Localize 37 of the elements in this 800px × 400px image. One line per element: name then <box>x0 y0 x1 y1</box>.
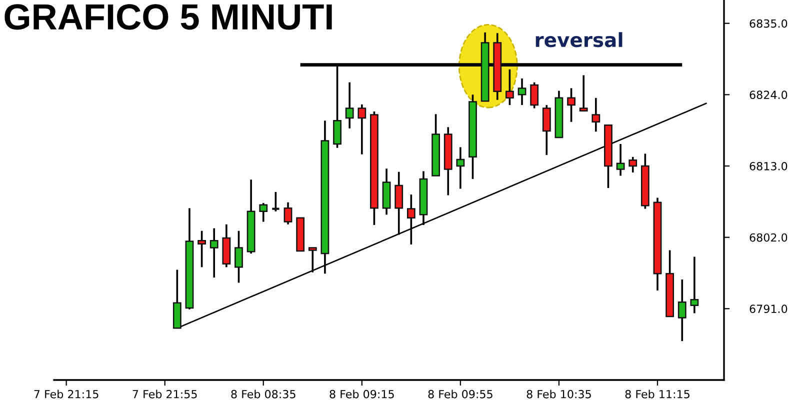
candlestick <box>210 227 218 278</box>
series-label: reversal <box>536 32 622 48</box>
candlestick <box>678 278 686 342</box>
candlestick <box>271 191 280 212</box>
candlestick <box>198 230 206 268</box>
x-tick-label: 8 Feb 08:35 <box>231 390 296 398</box>
candlestick <box>308 246 317 274</box>
candlestick <box>567 87 576 123</box>
candlestick <box>456 146 465 190</box>
x-tick-label: 8 Feb 09:15 <box>330 390 394 398</box>
x-tick-label: 7 Feb 21:15 <box>34 390 98 398</box>
x-tick-label: 8 Feb 11:15 <box>625 390 690 398</box>
candlestick <box>690 256 699 314</box>
candlestick <box>542 104 551 156</box>
y-tick-label: 6802.0 <box>750 233 788 242</box>
candlestick <box>592 97 600 133</box>
candlestick <box>530 81 539 110</box>
y-tick-label: 6791.0 <box>750 304 788 314</box>
x-tick-label: 7 Feb 21:55 <box>132 390 197 398</box>
candlestick <box>518 78 526 106</box>
y-tick-label: 6813.0 <box>750 162 788 170</box>
x-tick-label: 8 Feb 10:35 <box>526 390 591 398</box>
candlestick <box>259 202 268 223</box>
y-tick-label: 6835.0 <box>750 19 788 28</box>
candlestick <box>234 230 243 284</box>
candlestick <box>616 143 625 177</box>
candlestick <box>345 81 354 130</box>
x-tick-label: 8 Feb 09:55 <box>428 390 492 398</box>
candlestick <box>284 201 292 226</box>
candlestick <box>406 194 416 246</box>
candlestick <box>579 74 588 112</box>
chart-title: GRAFICO 5 MINUTI <box>4 4 332 30</box>
y-tick-label: 6824.0 <box>750 90 788 100</box>
candlestick <box>358 104 366 156</box>
candlestick <box>506 68 514 106</box>
candlestick <box>394 170 404 236</box>
candlestick <box>628 156 638 174</box>
